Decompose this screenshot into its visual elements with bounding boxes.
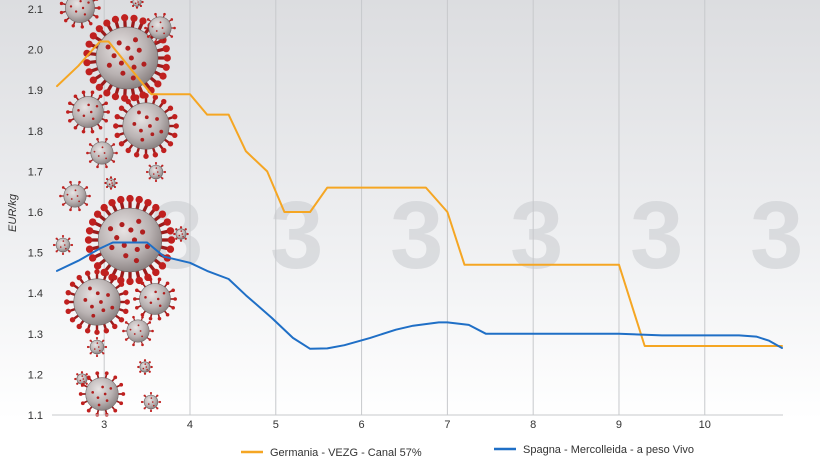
- virus-icon: [141, 392, 161, 412]
- legend-label-spagna: Spagna - Mercolleida - a peso Vivo: [523, 444, 694, 456]
- watermark-glyph: 3: [630, 182, 683, 289]
- x-tick-label: 6: [359, 419, 365, 431]
- y-tick-label: 1.5: [28, 248, 43, 260]
- y-tick-label: 1.1: [28, 410, 43, 422]
- virus-icon: [146, 162, 166, 182]
- x-tick-label: 4: [187, 419, 193, 431]
- y-tick-label: 1.6: [28, 207, 43, 219]
- x-tick-label: 7: [444, 419, 450, 431]
- y-tick-label: 1.8: [28, 126, 43, 138]
- y-tick-label: 1.9: [28, 85, 43, 97]
- legend: Germania - VEZG - Canal 57% Spagna - Mer…: [241, 444, 694, 459]
- legend-item-spagna[interactable]: Spagna - Mercolleida - a peso Vivo: [494, 444, 694, 456]
- y-tick-label: 2.0: [28, 45, 43, 57]
- virus-icon: [53, 235, 73, 255]
- y-tick-label: 1.3: [28, 329, 43, 341]
- virus-icon: [104, 176, 117, 189]
- y-axis-title: EUR/kg: [7, 193, 19, 232]
- virus-icon: [87, 337, 107, 357]
- x-tick-label: 5: [273, 419, 279, 431]
- virus-icon: [173, 226, 189, 242]
- y-tick-label: 1.4: [28, 288, 43, 300]
- legend-label-germania: Germania - VEZG - Canal 57%: [270, 447, 422, 459]
- legend-item-germania[interactable]: Germania - VEZG - Canal 57%: [241, 447, 422, 459]
- y-tick-label: 1.2: [28, 369, 43, 381]
- x-tick-label: 8: [530, 419, 536, 431]
- x-tick-label: 9: [616, 419, 622, 431]
- y-tick-label: 2.1: [28, 4, 43, 16]
- x-tick-label: 3: [101, 419, 107, 431]
- y-tick-label: 1.7: [28, 166, 43, 178]
- x-axis-ticks: 3 4 5 6 7 8 9 10: [101, 419, 711, 431]
- virus-icon: [137, 359, 153, 375]
- watermark-glyph: 3: [750, 182, 803, 289]
- x-tick-label: 10: [699, 419, 711, 431]
- watermark-glyph: 3: [510, 182, 563, 289]
